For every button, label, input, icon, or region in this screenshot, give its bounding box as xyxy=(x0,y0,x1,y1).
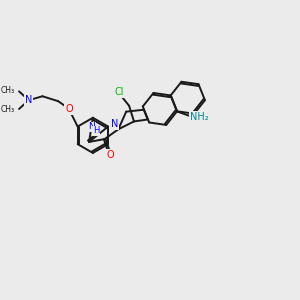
Text: N: N xyxy=(88,122,95,131)
Text: Cl: Cl xyxy=(115,87,124,97)
Text: O: O xyxy=(107,150,114,160)
Text: CH₃: CH₃ xyxy=(1,105,15,114)
Text: N: N xyxy=(25,95,32,105)
Text: NH₂: NH₂ xyxy=(190,112,209,122)
Text: H: H xyxy=(93,126,99,135)
Text: N: N xyxy=(111,119,118,129)
Text: O: O xyxy=(65,104,73,114)
Text: CH₃: CH₃ xyxy=(1,86,15,95)
